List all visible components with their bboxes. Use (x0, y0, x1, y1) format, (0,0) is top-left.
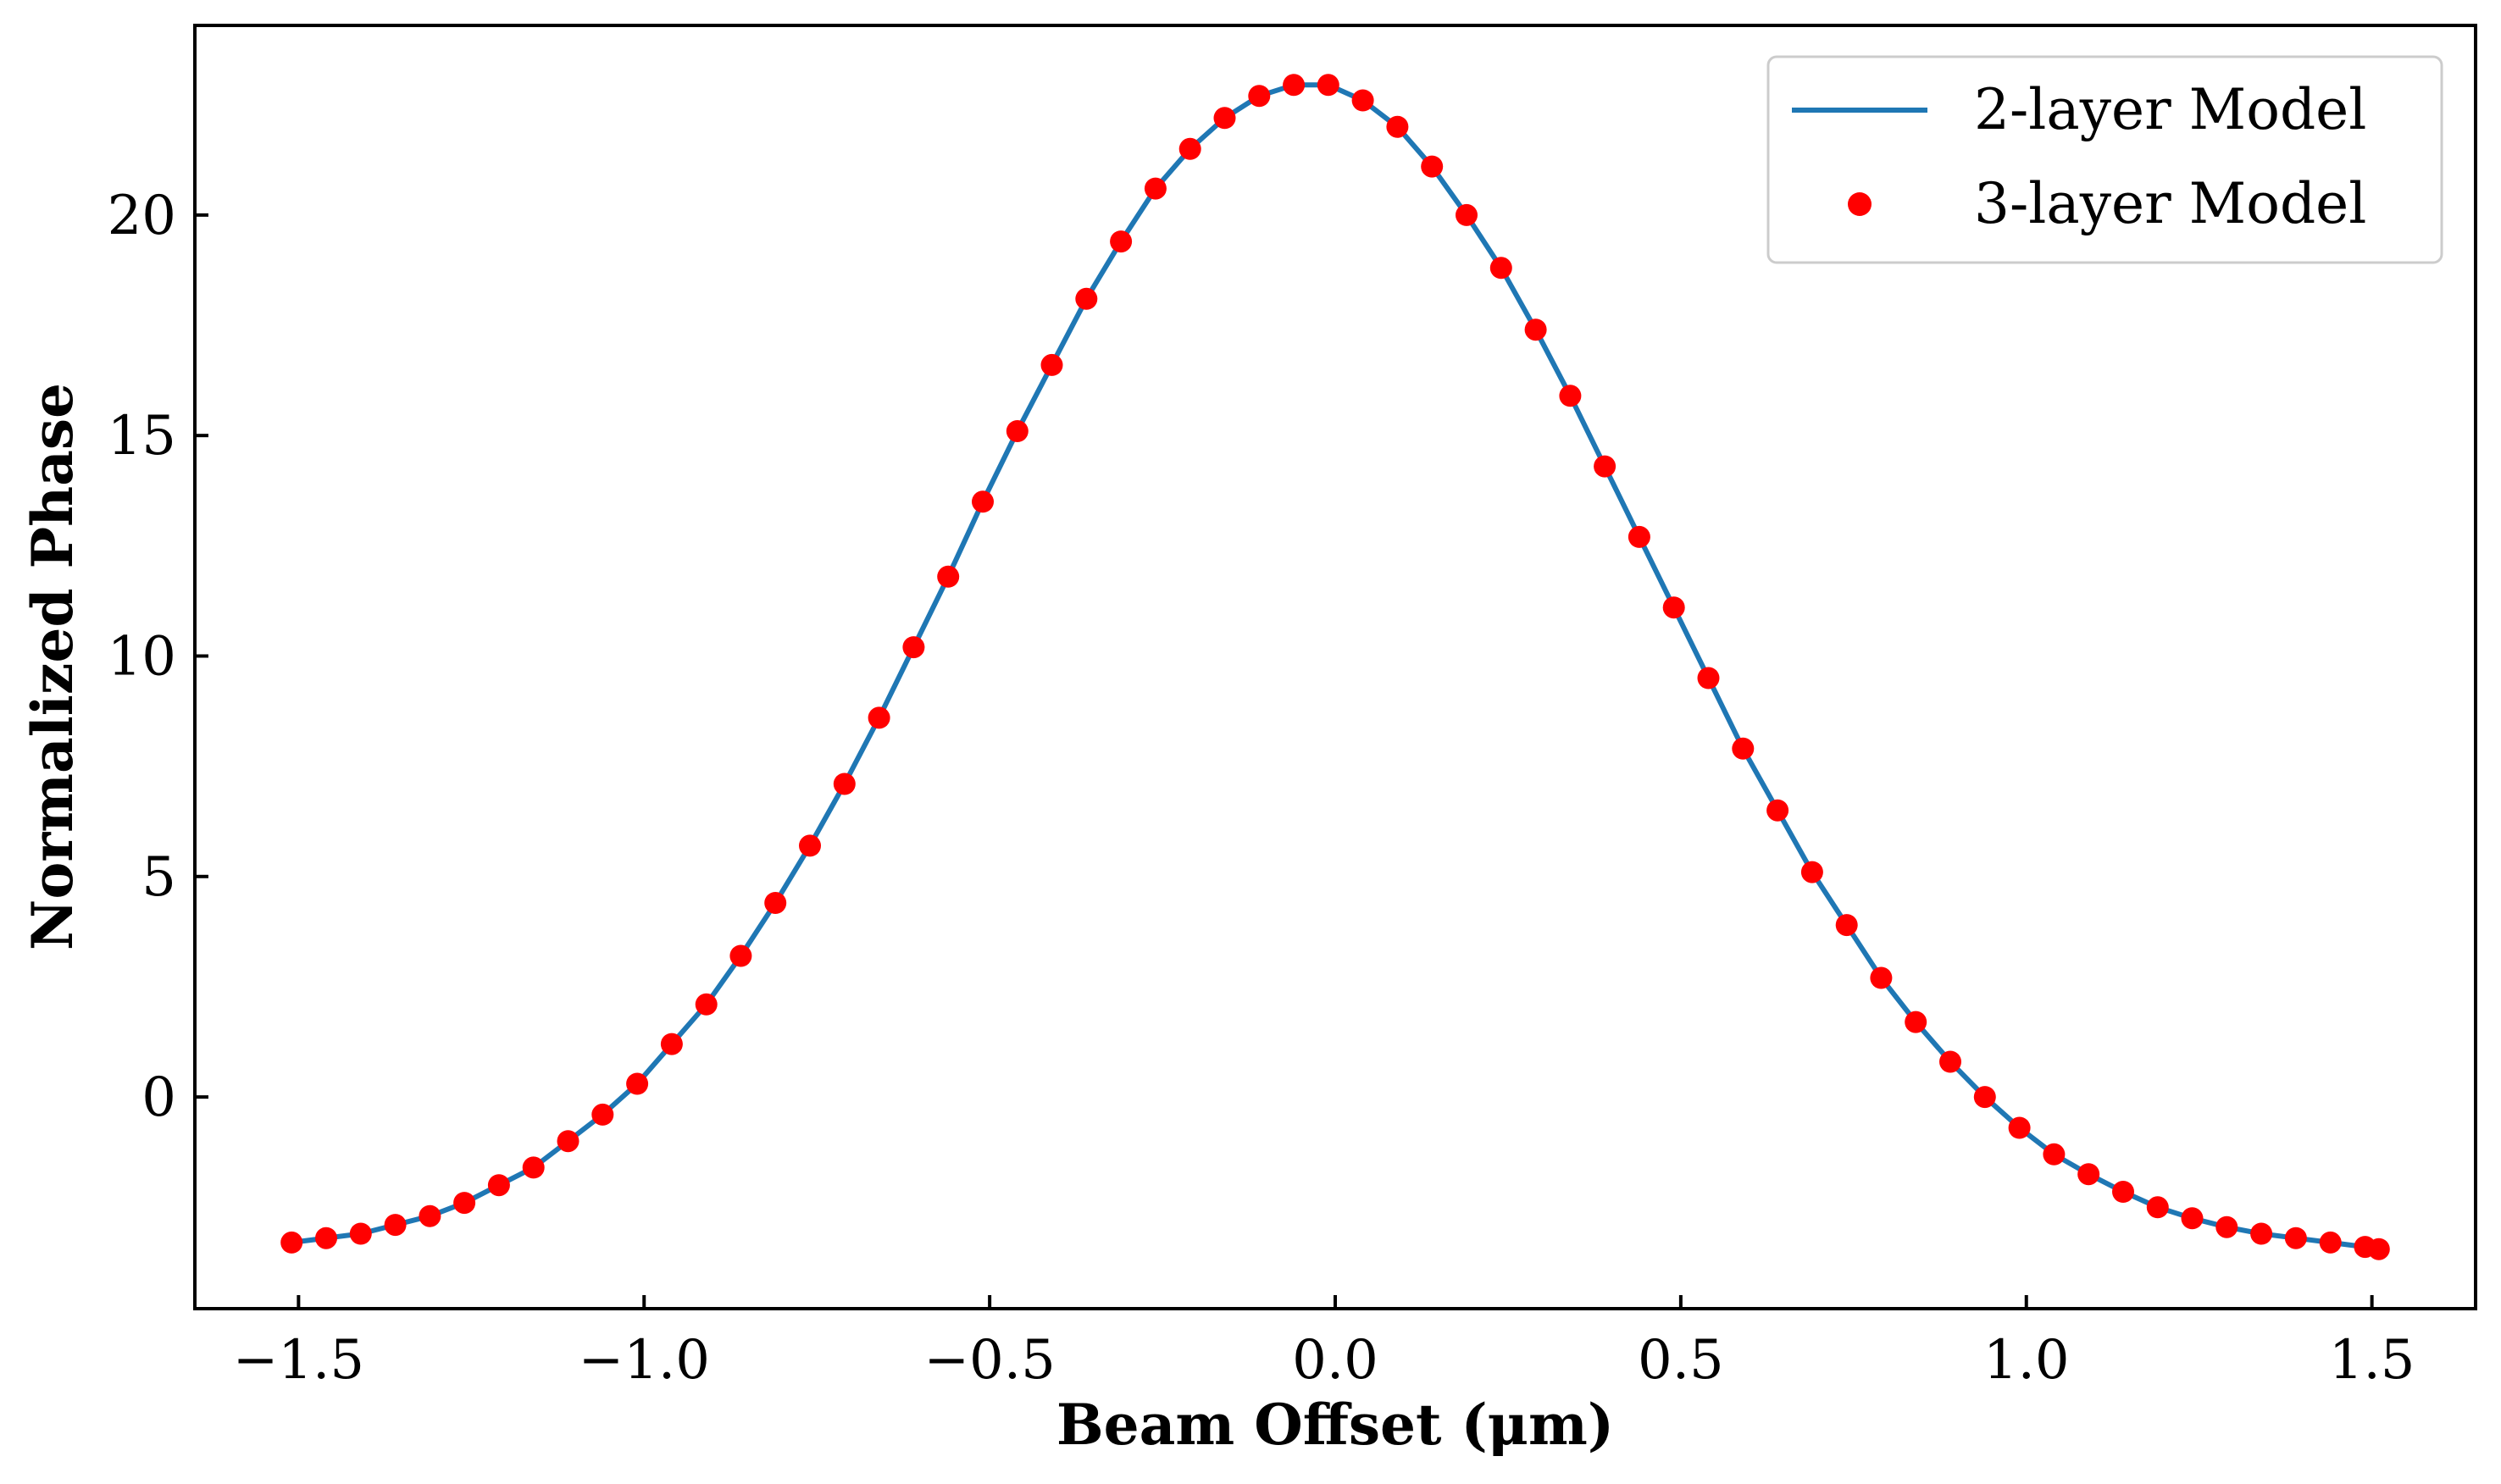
data-point-3-layer-model (1662, 596, 1685, 619)
data-point-3-layer-model (419, 1204, 441, 1227)
y-tick-label: 10 (108, 625, 176, 688)
data-point-3-layer-model (1697, 667, 1720, 689)
data-point-3-layer-model (2112, 1181, 2134, 1203)
data-point-3-layer-model (315, 1227, 337, 1249)
data-point-3-layer-model (557, 1130, 580, 1153)
data-point-3-layer-model (522, 1156, 545, 1179)
data-point-3-layer-model (1040, 353, 1063, 376)
legend-marker-swatch (1848, 192, 1872, 216)
data-point-3-layer-model (1110, 230, 1133, 253)
data-point-3-layer-model (1973, 1086, 1996, 1109)
x-axis-ticks: −1.5 −1.0 −0.5 0.0 0.5 1.0 1.5 (233, 1295, 2415, 1392)
data-point-3-layer-model (972, 490, 994, 513)
x-tick-label: 1.5 (2329, 1329, 2415, 1392)
data-point-3-layer-model (2284, 1227, 2307, 1249)
data-point-3-layer-model (2181, 1207, 2204, 1230)
data-point-3-layer-model (1248, 85, 1271, 108)
data-point-3-layer-model (591, 1103, 614, 1126)
data-point-3-layer-model (1144, 177, 1167, 200)
data-point-3-layer-model (349, 1222, 372, 1245)
data-point-3-layer-model (660, 1033, 683, 1055)
data-point-3-layer-model (2215, 1215, 2238, 1238)
x-tick-label: −1.5 (233, 1329, 364, 1392)
y-axis-ticks: 0 5 10 15 20 (108, 185, 208, 1129)
data-point-3-layer-model (1421, 155, 1444, 178)
data-point-3-layer-model (868, 706, 890, 729)
data-point-3-layer-model (1628, 525, 1650, 548)
data-point-3-layer-model (1559, 385, 1582, 407)
data-point-3-layer-model (902, 636, 925, 659)
data-point-3-layer-model (833, 772, 856, 795)
y-tick-label: 15 (108, 405, 176, 468)
data-point-3-layer-model (1939, 1050, 1961, 1073)
data-point-3-layer-model (695, 993, 718, 1016)
data-point-3-layer-model (937, 565, 960, 588)
data-point-3-layer-model (384, 1214, 407, 1237)
data-point-3-layer-model (2319, 1231, 2342, 1254)
data-point-3-layer-model (1870, 966, 1893, 989)
data-point-3-layer-model (1213, 107, 1236, 130)
data-point-3-layer-model (1524, 318, 1547, 341)
legend-label-3-layer: 3-layer Model (1974, 171, 2366, 236)
data-point-3-layer-model (729, 944, 752, 967)
data-point-3-layer-model (1905, 1011, 1927, 1033)
data-point-3-layer-model (2043, 1143, 2066, 1166)
data-point-3-layer-model (453, 1192, 476, 1215)
data-point-3-layer-model (1075, 287, 1098, 310)
data-point-3-layer-model (1006, 420, 1029, 442)
data-point-3-layer-model (280, 1231, 303, 1254)
data-point-3-layer-model (1835, 914, 1858, 937)
y-tick-label: 5 (141, 846, 176, 909)
x-tick-label: 0.5 (1638, 1329, 1724, 1392)
data-point-3-layer-model (1456, 203, 1478, 226)
data-point-3-layer-model (1178, 137, 1201, 160)
data-point-3-layer-model (764, 892, 787, 914)
data-point-3-layer-model (1766, 799, 1789, 822)
data-point-3-layer-model (1283, 74, 1306, 97)
data-point-3-layer-model (1317, 74, 1339, 97)
legend-label-2-layer: 2-layer Model (1974, 77, 2366, 142)
data-point-3-layer-model (2367, 1238, 2390, 1260)
x-tick-label: −1.0 (579, 1329, 710, 1392)
data-point-3-layer-model (2077, 1163, 2100, 1186)
data-point-3-layer-model (626, 1072, 649, 1095)
data-point-3-layer-model (799, 834, 821, 857)
data-point-3-layer-model (1732, 737, 1755, 760)
series-layer (280, 74, 2390, 1260)
y-axis-label: Normalized Phase (19, 383, 86, 950)
x-tick-label: −0.5 (923, 1329, 1055, 1392)
data-point-3-layer-model (2146, 1196, 2169, 1219)
data-point-3-layer-model (1386, 115, 1409, 138)
legend-frame (1766, 55, 2443, 264)
x-tick-label: 1.0 (1983, 1329, 2070, 1392)
y-tick-label: 20 (108, 185, 176, 247)
data-point-3-layer-model (2250, 1222, 2273, 1245)
x-axis-label: Beam Offset (μm) (1056, 1392, 1614, 1458)
data-point-3-layer-model (2008, 1116, 2031, 1139)
data-point-3-layer-model (1351, 89, 1374, 112)
y-tick-label: 0 (141, 1066, 176, 1129)
data-point-3-layer-model (487, 1174, 510, 1197)
legend: 2-layer Model 3-layer Model (1766, 55, 2443, 264)
data-point-3-layer-model (1800, 861, 1823, 883)
data-point-3-layer-model (1594, 455, 1616, 478)
x-tick-label: 0.0 (1292, 1329, 1378, 1392)
data-point-3-layer-model (1489, 257, 1512, 280)
